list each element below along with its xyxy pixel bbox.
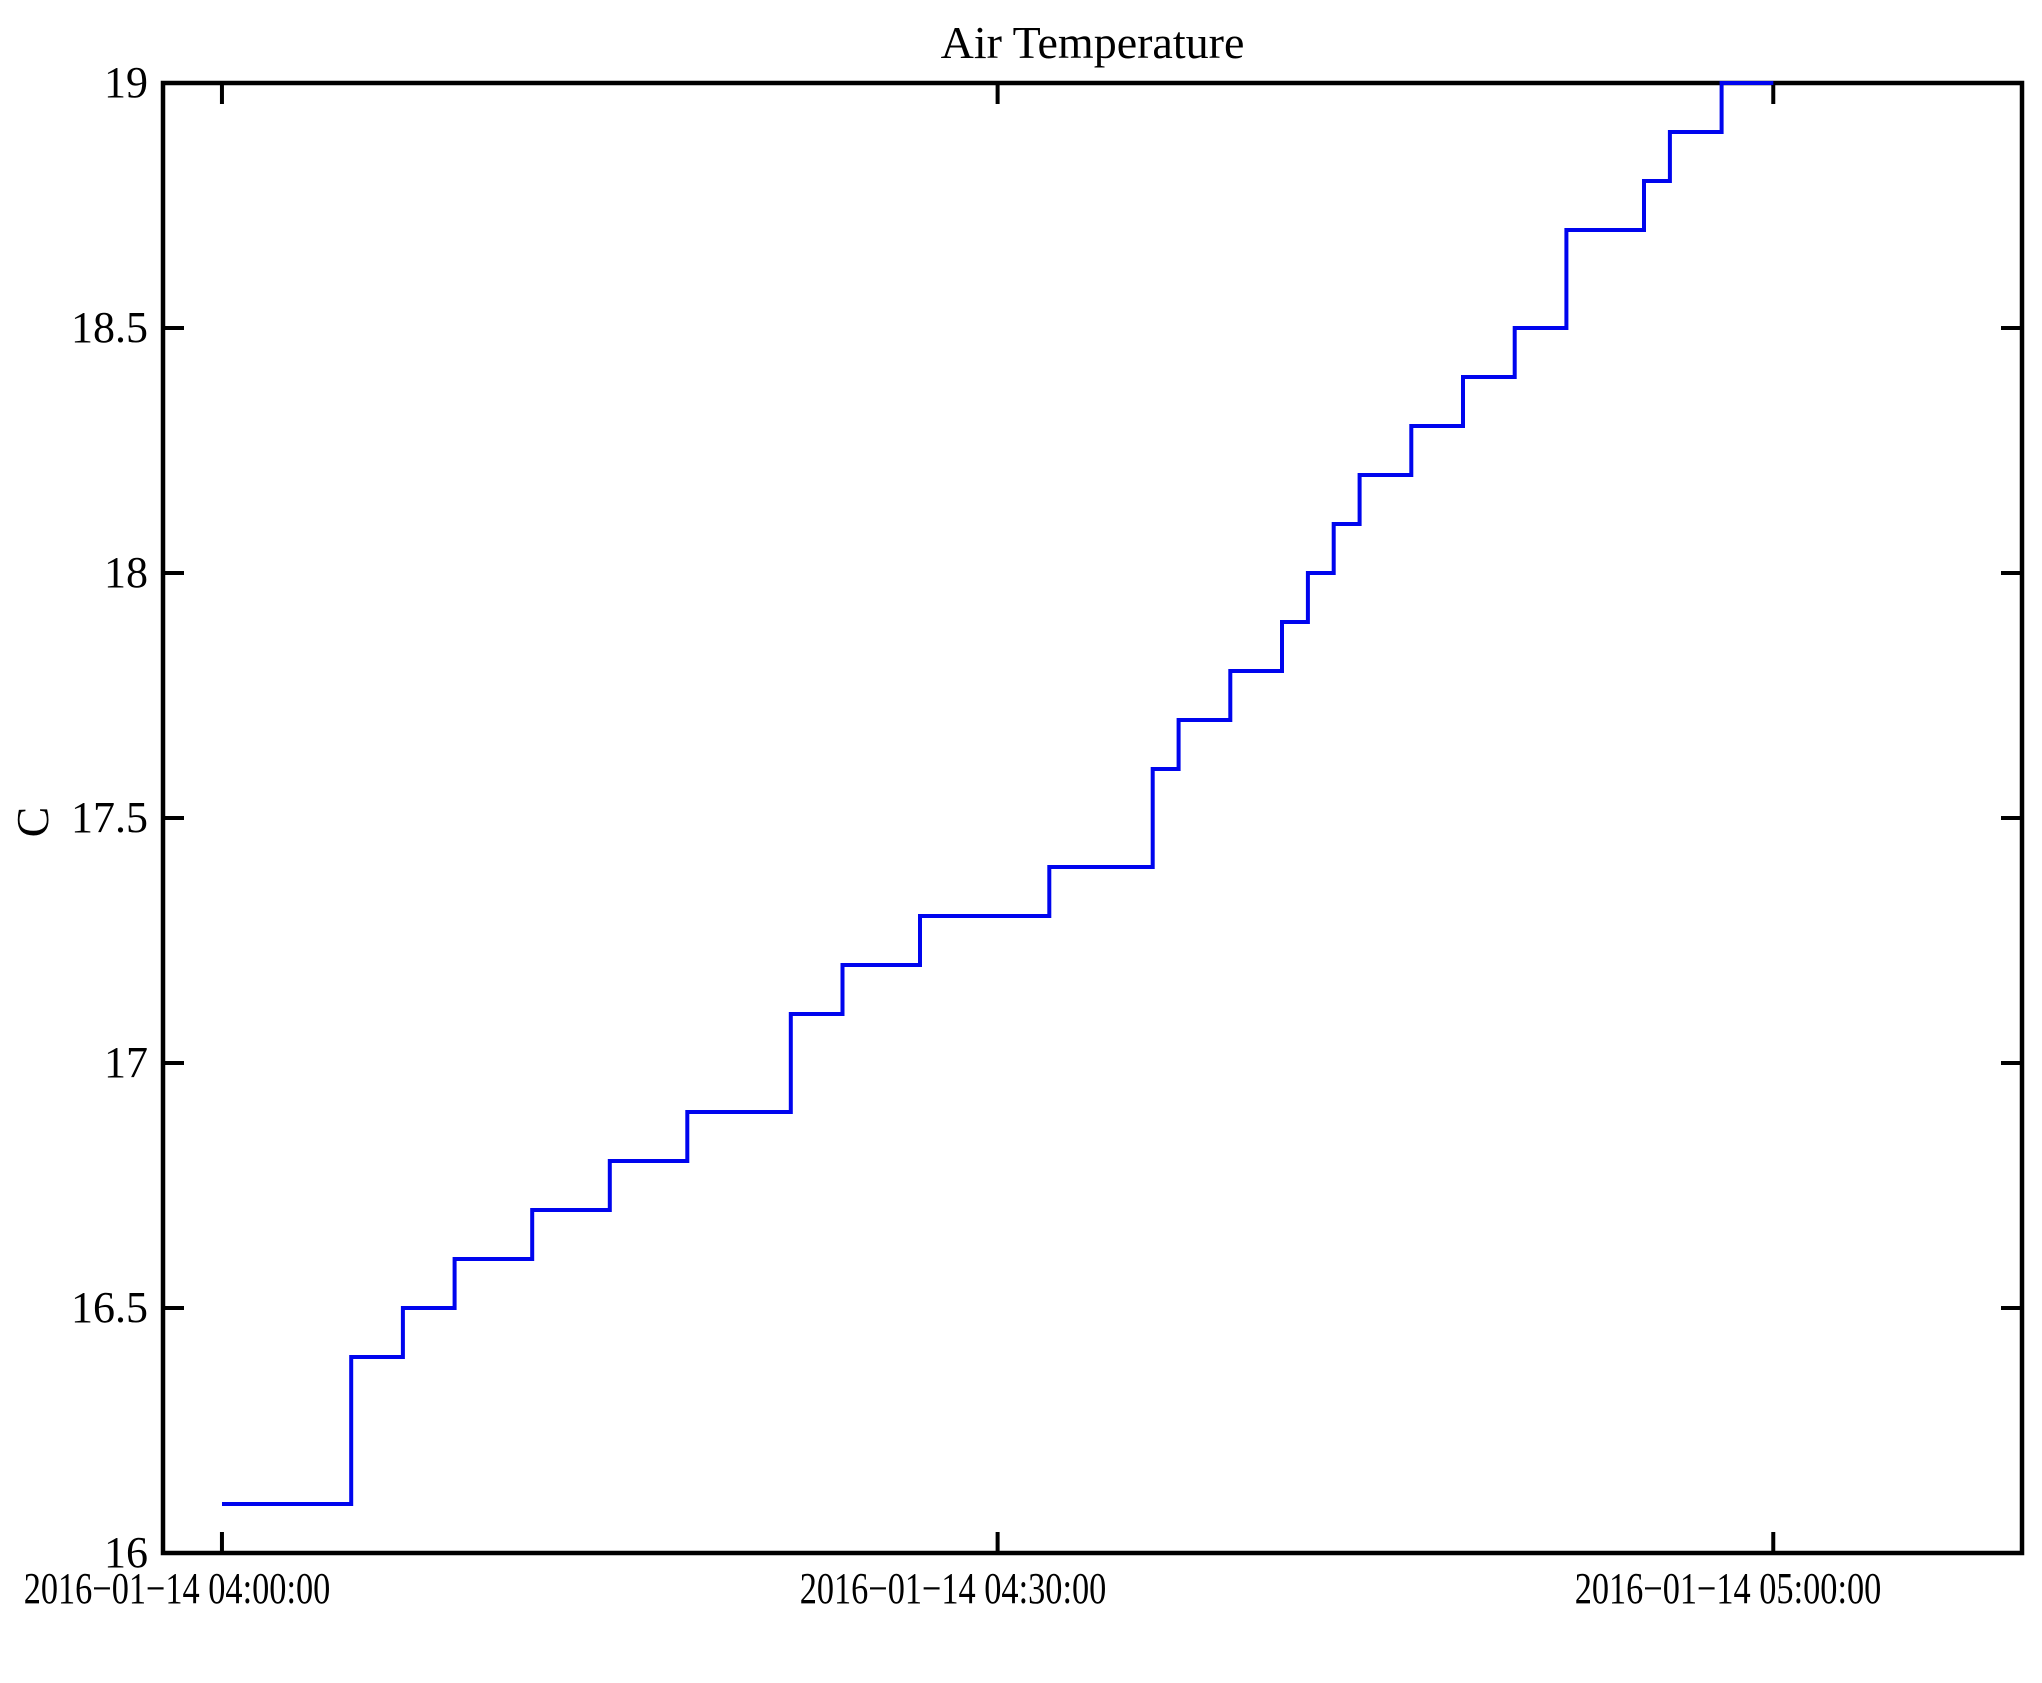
temperature-step-line — [222, 81, 1774, 1506]
y-tick-label: 18 — [104, 548, 148, 597]
y-tick-label: 18.5 — [71, 303, 148, 352]
y-tick-label: 19 — [104, 58, 148, 107]
y-tick-label: 16.5 — [71, 1283, 148, 1332]
x-tick-label: 2016−01−14 04:00:00 — [23, 1564, 331, 1613]
axis-ticks — [163, 81, 2022, 1555]
x-tick-label: 2016−01−14 05:00:00 — [1574, 1564, 1882, 1613]
y-tick-label: 17.5 — [71, 793, 148, 842]
y-tick-label: 16 — [104, 1528, 148, 1577]
plot-border-box — [160, 80, 2025, 1556]
x-tick-label: 2016−01−14 04:30:00 — [799, 1564, 1106, 1613]
chart-title: Air Temperature — [940, 17, 1245, 68]
y-tick-label: 17 — [104, 1038, 148, 1087]
y-axis-label: C — [7, 806, 58, 838]
